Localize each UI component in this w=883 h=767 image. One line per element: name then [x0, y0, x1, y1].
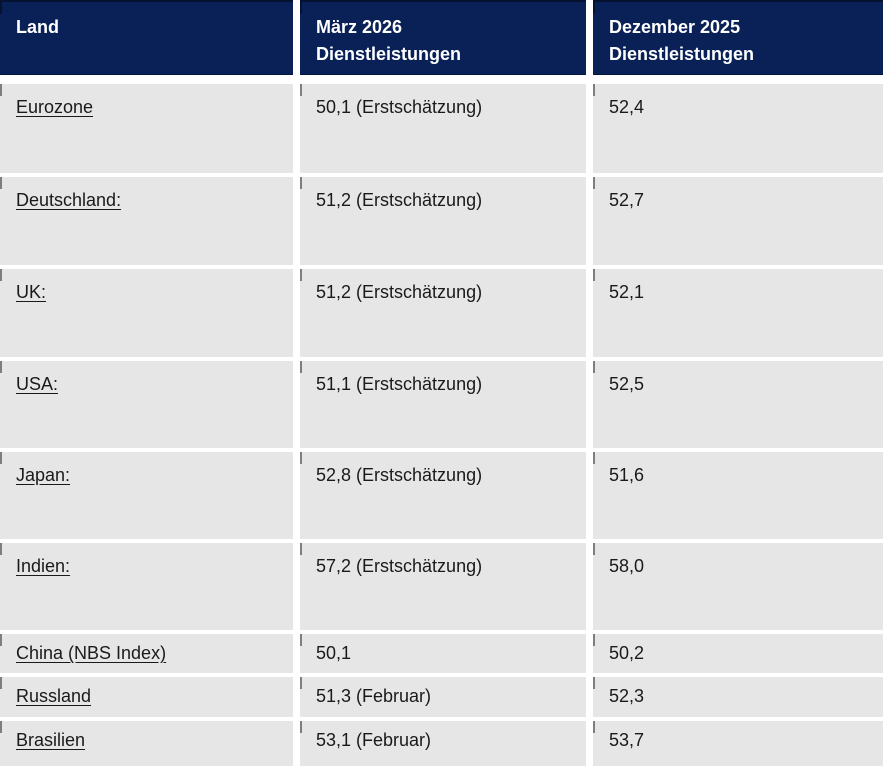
header-label-maerz-line2: Dienstleistungen — [316, 44, 462, 64]
cell-dezember-usa: 52,5 — [593, 361, 883, 448]
cell-maerz-brasilien: 53,1 (Februar) — [300, 721, 586, 766]
cell-land-china: China (NBS Index) — [0, 634, 293, 673]
cell-land-indien: Indien: — [0, 543, 293, 630]
cell-dezember-china: 50,2 — [593, 634, 883, 673]
cell-dezember-russland: 52,3 — [593, 677, 883, 717]
country-link-japan[interactable]: Japan: — [16, 465, 71, 485]
country-link-deutschland[interactable]: Deutschland: — [16, 190, 122, 210]
cell-maerz-usa: 51,1 (Erstschätzung) — [300, 361, 586, 448]
cell-maerz-indien: 57,2 (Erstschätzung) — [300, 543, 586, 630]
header-label-maerz-line1: März 2026 — [316, 17, 403, 37]
cell-dezember-eurozone: 52,4 — [593, 84, 883, 173]
cell-dezember-brasilien: 53,7 — [593, 721, 883, 766]
cell-maerz-japan: 52,8 (Erstschätzung) — [300, 452, 586, 539]
cell-dezember-deutschland: 52,7 — [593, 177, 883, 265]
cell-dezember-uk: 52,1 — [593, 269, 883, 357]
cell-land-russland: Russland — [0, 677, 293, 717]
country-link-indien[interactable]: Indien: — [16, 556, 71, 576]
cell-land-brasilien: Brasilien — [0, 721, 293, 766]
header-label-land: Land — [16, 17, 59, 37]
country-link-eurozone[interactable]: Eurozone — [16, 97, 94, 117]
cell-maerz-uk: 51,2 (Erstschätzung) — [300, 269, 586, 357]
cell-land-deutschland: Deutschland: — [0, 177, 293, 265]
cell-dezember-japan: 51,6 — [593, 452, 883, 539]
cell-dezember-indien: 58,0 — [593, 543, 883, 630]
country-link-uk[interactable]: UK: — [16, 282, 47, 302]
header-cell-dezember-2025: Dezember 2025 Dienstleistungen — [593, 0, 883, 75]
country-link-russland[interactable]: Russland — [16, 686, 92, 706]
header-label-dezember-line1: Dezember 2025 — [609, 17, 741, 37]
cell-maerz-china: 50,1 — [300, 634, 586, 673]
cell-maerz-russland: 51,3 (Februar) — [300, 677, 586, 717]
cell-land-usa: USA: — [0, 361, 293, 448]
country-link-usa[interactable]: USA: — [16, 374, 59, 394]
cell-maerz-eurozone: 50,1 (Erstschätzung) — [300, 84, 586, 173]
country-link-brasilien[interactable]: Brasilien — [16, 730, 86, 750]
header-cell-maerz-2026: März 2026 Dienstleistungen — [300, 0, 586, 75]
cell-land-uk: UK: — [0, 269, 293, 357]
header-cell-land: Land — [0, 0, 293, 75]
country-link-china[interactable]: China (NBS Index) — [16, 643, 167, 663]
cell-land-eurozone: Eurozone — [0, 84, 293, 173]
cell-maerz-deutschland: 51,2 (Erstschätzung) — [300, 177, 586, 265]
header-label-dezember-line2: Dienstleistungen — [609, 44, 755, 64]
cell-land-japan: Japan: — [0, 452, 293, 539]
